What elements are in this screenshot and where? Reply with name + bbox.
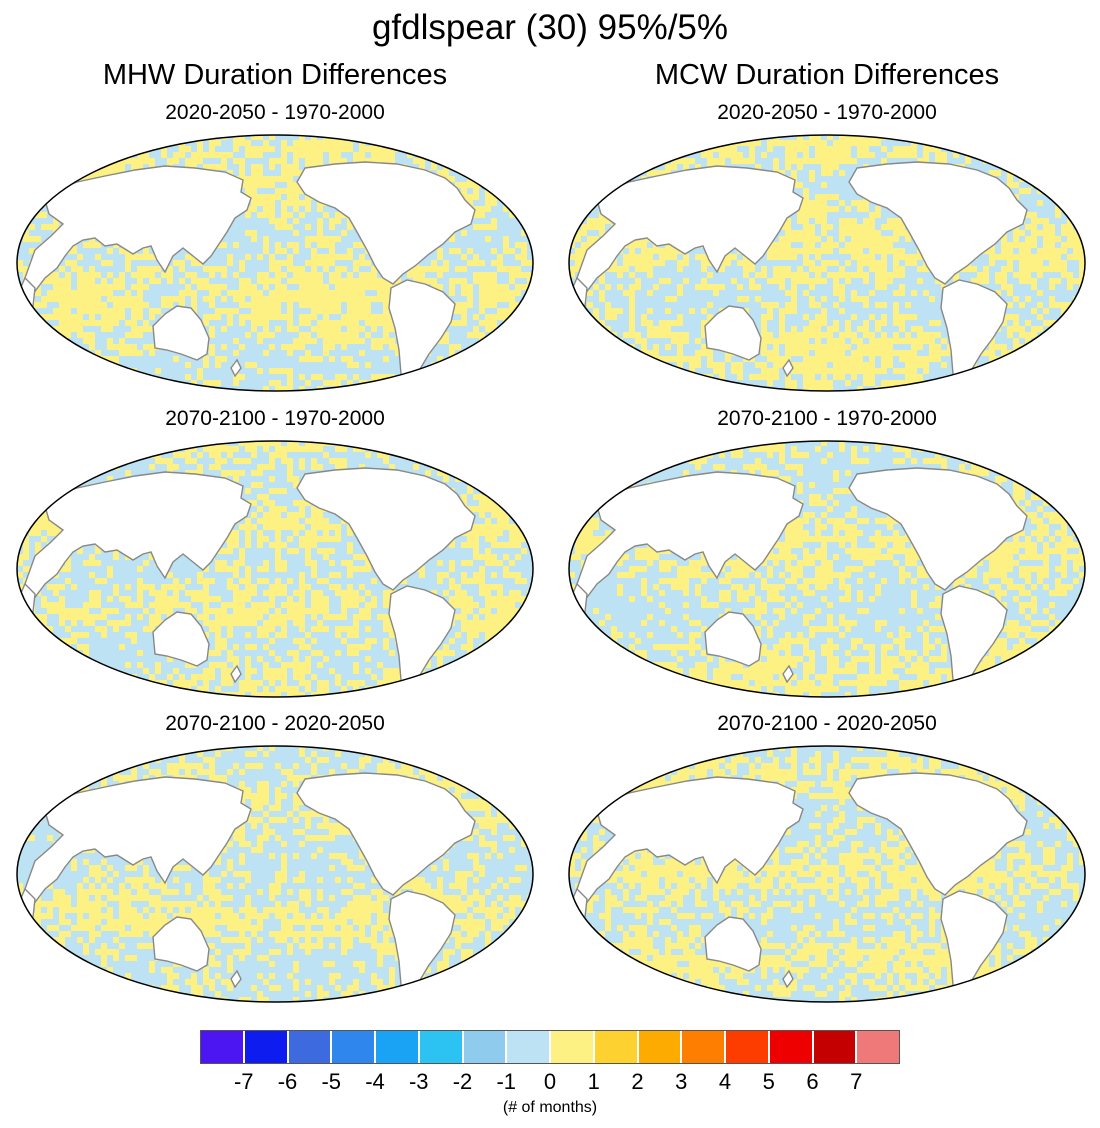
world-map [568,134,1086,398]
colorbar-tick-label: 1 [587,1069,600,1094]
land-australia [704,611,762,667]
land-antarcticaHint [115,1005,435,1009]
map-border [16,134,534,392]
main-title: gfdlspear (30) 95%/5% [371,8,729,47]
land-africaEdge [569,276,588,326]
panel-subtitle: 2070-2100 - 2020-2050 [717,712,937,735]
colorbar-tick-label: -2 [452,1069,473,1094]
colorbar-tick-label: -4 [365,1069,385,1094]
world-map [568,745,1086,1009]
land-southamerica [388,279,456,388]
land-southamerica [388,585,456,694]
map-border [16,745,534,1003]
map-panel-5: 2070-2100 - 2020-2050 [5,711,545,1011]
world-map [16,134,534,398]
colorbar-tick-label: 4 [718,1069,732,1094]
land-newzealand [230,358,242,378]
land-newzealand [782,358,794,378]
colorbar-tick-label: -7 [233,1069,254,1094]
land-newzealand [782,969,794,989]
colorbar-tick-label: 2 [631,1069,644,1094]
land-africaEdge [17,582,36,632]
panel-subtitle: 2020-2050 - 1970-2000 [165,101,385,124]
land-australia [152,611,210,667]
colorbar-tick-label: -3 [408,1069,429,1094]
land-northamerica [848,772,1028,896]
land-australia [704,916,762,972]
colorbar-outline [200,1030,900,1064]
map-border [568,134,1086,392]
map-border [568,440,1086,698]
land-africaEdge [569,582,588,632]
colorbar-swatch [331,1030,375,1064]
column-title-mhw: MHW Duration Differences [102,59,448,91]
colorbar [200,1030,900,1064]
map-border [568,745,1086,1003]
map-panel-6: 2070-2100 - 2020-2050 [557,711,1097,1011]
land-antarcticaHint [115,394,435,398]
map-panel-3: 2070-2100 - 1970-2000 [5,406,545,706]
difference-field [569,746,1085,1002]
panel-subtitle: 2070-2100 - 1970-2000 [717,407,937,430]
colorbar-swatch [637,1030,682,1064]
map-panel-4: 2070-2100 - 1970-2000 [557,406,1097,706]
panel-subtitle: 2070-2100 - 2020-2050 [165,712,385,735]
land-northamerica [296,467,476,591]
colorbar-tick-label: 7 [850,1069,863,1094]
land-northamerica [296,161,476,285]
land-africaEdge [569,887,588,937]
land-southamerica [388,890,456,999]
land-northamerica [848,467,1028,591]
panel-subtitle: 2020-2050 - 1970-2000 [717,101,937,124]
colorbar-tick-label: 5 [762,1069,775,1094]
land-newzealand [782,664,794,684]
land-australia [704,305,762,361]
colorbar-swatch [418,1030,463,1064]
land-southamerica [940,890,1008,999]
land-australia [152,916,210,972]
colorbar-tick-label: -6 [277,1069,298,1094]
world-map [16,745,534,1009]
panel-subtitle: 2070-2100 - 1970-2000 [165,407,385,430]
colorbar-units-label: (# of months) [502,1099,598,1116]
colorbar-tick-label: 3 [675,1069,688,1094]
land-antarcticaHint [667,1005,987,1009]
land-northamerica [296,772,476,896]
world-map [568,440,1086,704]
colorbar-swatch [550,1030,594,1064]
colorbar-tick-label: -5 [321,1069,342,1094]
land-southamerica [940,585,1008,694]
land-africaEdge [17,887,36,937]
colorbar-tick-label: -1 [496,1069,517,1094]
land-africaEdge [17,276,36,326]
colorbar-tick-label: 0 [543,1069,557,1094]
land-australia [152,305,210,361]
colorbar-tick-label: 6 [806,1069,819,1094]
map-border [16,440,534,698]
column-title-mcw: MCW Duration Differences [654,59,1000,91]
land-northamerica [848,161,1028,285]
world-map [16,440,534,704]
colorbar-swatch [768,1030,813,1064]
land-southamerica [940,279,1008,388]
land-antarcticaHint [667,700,987,704]
land-newzealand [230,664,242,684]
map-panel-2: 2020-2050 - 1970-2000 [557,100,1097,400]
land-antarcticaHint [667,394,987,398]
land-newzealand [230,969,242,989]
land-antarcticaHint [115,700,435,704]
map-panel-1: 2020-2050 - 1970-2000 [5,100,545,400]
